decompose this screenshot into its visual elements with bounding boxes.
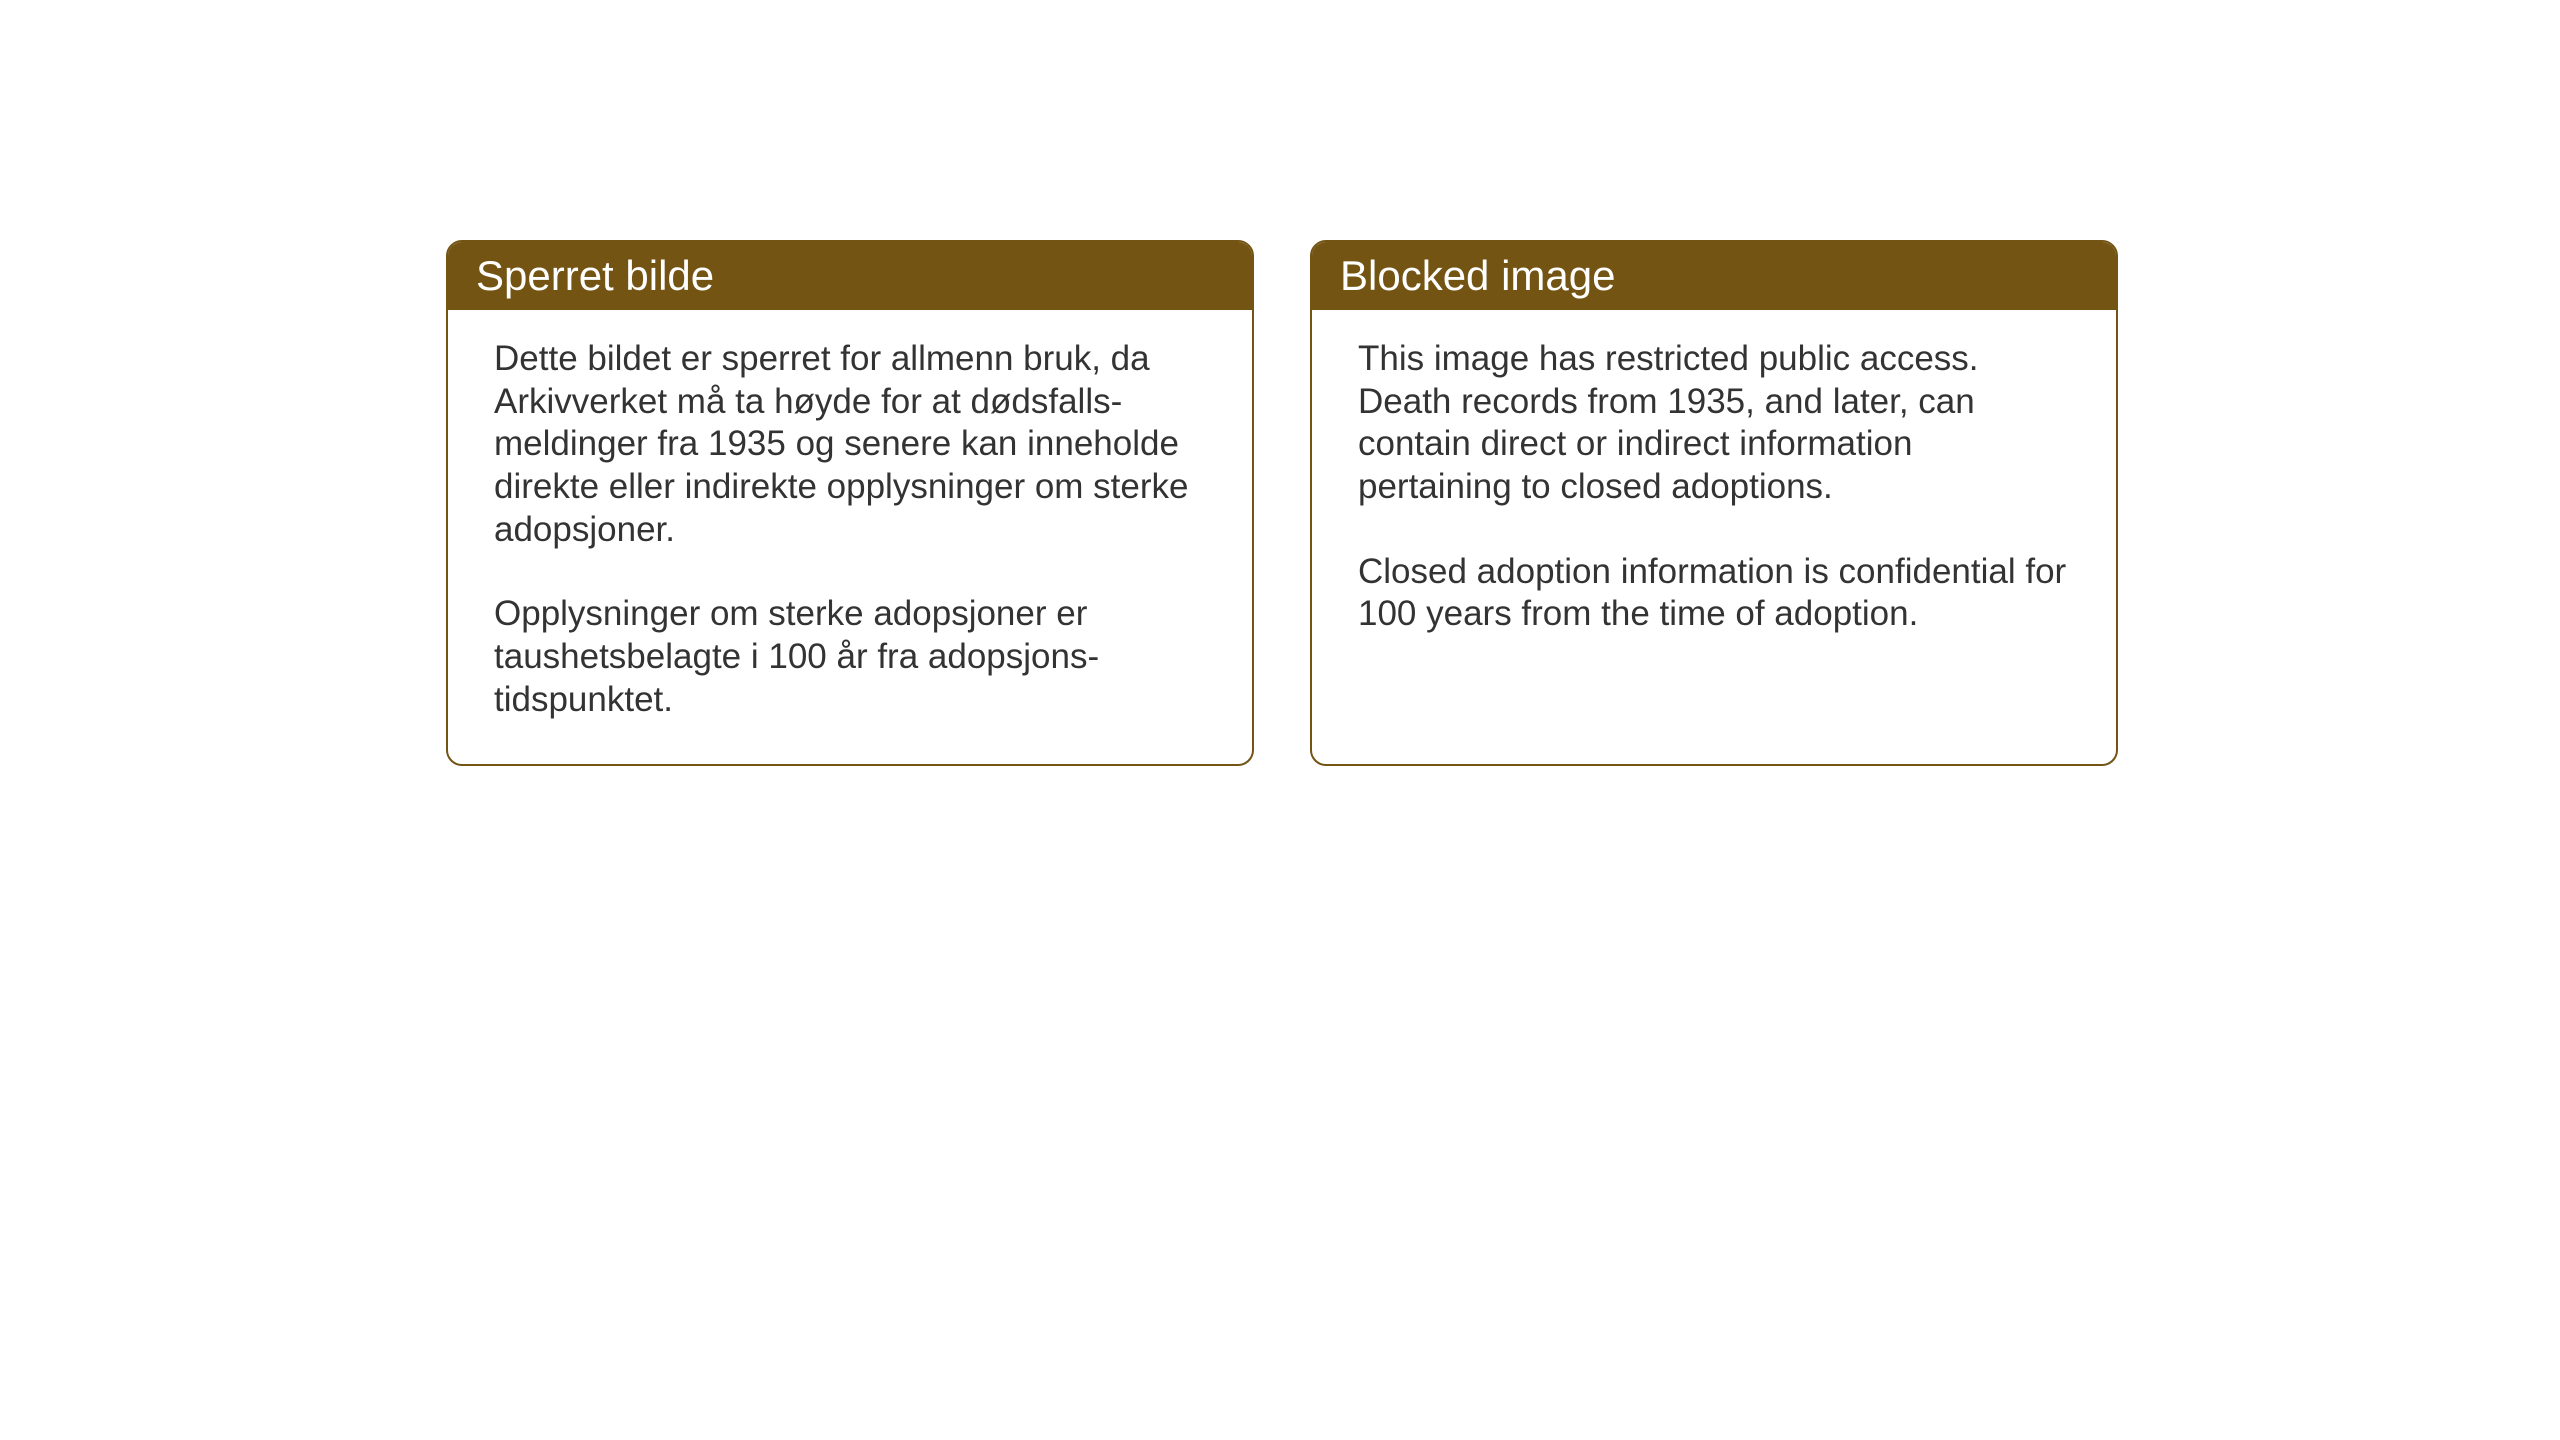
- english-notice-card: Blocked image This image has restricted …: [1310, 240, 2118, 766]
- norwegian-paragraph-1: Dette bildet er sperret for allmenn bruk…: [494, 338, 1206, 551]
- notice-container: Sperret bilde Dette bildet er sperret fo…: [446, 240, 2118, 766]
- english-card-header: Blocked image: [1312, 242, 2116, 310]
- english-paragraph-1: This image has restricted public access.…: [1358, 338, 2070, 509]
- norwegian-notice-card: Sperret bilde Dette bildet er sperret fo…: [446, 240, 1254, 766]
- english-paragraph-2: Closed adoption information is confident…: [1358, 551, 2070, 636]
- norwegian-card-header: Sperret bilde: [448, 242, 1252, 310]
- norwegian-card-title: Sperret bilde: [476, 252, 714, 299]
- norwegian-paragraph-2: Opplysninger om sterke adopsjoner er tau…: [494, 593, 1206, 721]
- english-card-body: This image has restricted public access.…: [1312, 310, 2116, 678]
- norwegian-card-body: Dette bildet er sperret for allmenn bruk…: [448, 310, 1252, 764]
- english-card-title: Blocked image: [1340, 252, 1615, 299]
